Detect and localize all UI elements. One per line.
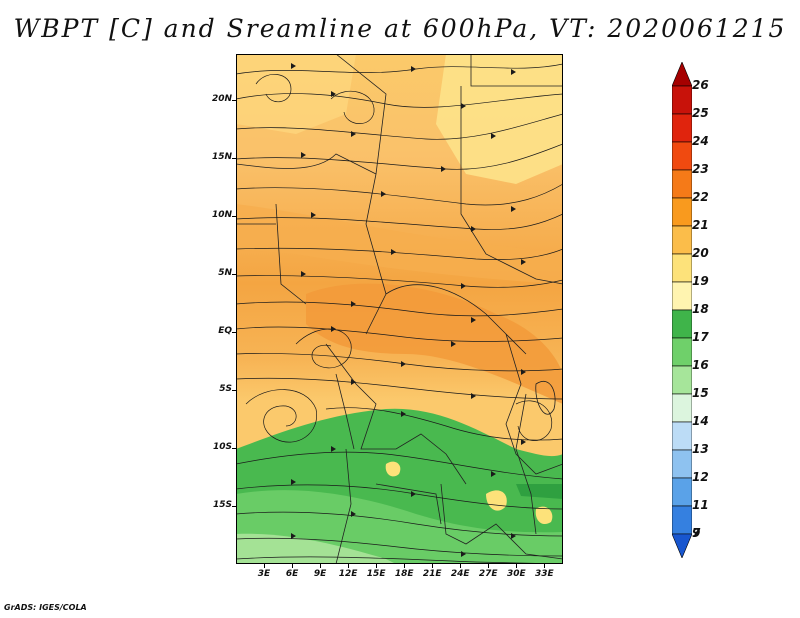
colorbar [672,62,692,558]
lat-tick-mark [232,216,236,217]
colorbar-swatch [672,393,692,423]
colorbar-swatch [672,225,692,255]
colorbar-swatch [672,113,692,143]
colorbar-swatch [672,309,692,339]
lat-tick-label: 5S [219,384,232,395]
colorbar-label: 18 [692,302,709,316]
lon-tick-mark [292,564,293,568]
colorbar-label: 9 [692,526,701,540]
colorbar-label: 16 [692,358,709,372]
colorbar-label: 12 [692,470,709,484]
lon-tick-mark [348,564,349,568]
lat-tick-label: 15N [211,152,232,163]
lon-tick-label: 9E [313,569,327,579]
colorbar-swatch [672,449,692,479]
wbpt-21-core [306,283,563,404]
wbpt-20-band [236,204,563,284]
lon-tick-label: 21E [422,569,442,579]
lon-tick-mark [544,564,545,568]
lon-tick-mark [460,564,461,568]
lat-tick-mark [232,390,236,391]
colorbar-swatch [672,197,692,227]
wbpt-17-patch-east [516,484,563,499]
lon-tick-mark [320,564,321,568]
lat-tick-mark [232,506,236,507]
lat-tick-label: EQ [218,326,232,337]
colorbar-label: 23 [692,162,709,176]
lon-tick-mark [376,564,377,568]
colorbar-label: 14 [692,414,709,428]
lon-tick-mark [516,564,517,568]
colorbar-swatch [672,421,692,451]
map-panel [236,54,563,564]
lat-tick-mark [232,448,236,449]
credit-label: GrADS: IGES/COLA [4,603,87,612]
colorbar-swatch [672,477,692,507]
lon-tick-label: 24E [450,569,470,579]
map-canvas [236,54,563,564]
colorbar-label: 17 [692,330,709,344]
colorbar-label: 20 [692,246,709,260]
colorbar-swatch [672,141,692,171]
lon-tick-mark [264,564,265,568]
lat-tick-mark [232,332,236,333]
colorbar-top-arrow [672,62,692,87]
colorbar-label: 21 [692,218,709,232]
lon-tick-label: 18E [394,569,414,579]
wbpt-15-zone [236,533,396,564]
lat-tick-mark [232,158,236,159]
colorbar-swatch [672,85,692,115]
lat-tick-label: 15S [212,500,232,511]
lon-tick-mark [404,564,405,568]
colorbar-swatch [672,169,692,199]
colorbar-label: 19 [692,274,709,288]
lat-tick-label: 20N [211,94,232,105]
colorbar-bottom-arrow [672,533,692,558]
colorbar-swatch [672,253,692,283]
lat-tick-label: 10S [212,442,232,453]
lon-tick-label: 33E [534,569,554,579]
streamline-arrows [291,63,526,557]
lon-tick-mark [432,564,433,568]
lat-tick-mark [232,100,236,101]
colorbar-swatch [672,365,692,395]
lon-tick-label: 15E [366,569,386,579]
colorbar-label: 25 [692,106,709,120]
colorbar-label: 7 [692,526,701,540]
lat-tick-label: 10N [211,210,232,221]
colorbar-label: 26 [692,78,709,92]
wbpt-19-zone-northwest [236,54,356,134]
colorbar-label: 11 [692,498,709,512]
lat-tick-mark [232,274,236,275]
colorbar-label: 22 [692,190,709,204]
lon-tick-label: 12E [338,569,358,579]
wbpt-patch [535,506,553,525]
wbpt-patch [385,461,401,477]
lon-tick-label: 30E [506,569,526,579]
lon-tick-label: 3E [257,569,271,579]
map-title: WBPT [C] and Sreamline at 600hPa, VT: 20… [13,14,787,43]
lon-tick-mark [488,564,489,568]
lon-tick-label: 27E [478,569,498,579]
lat-tick-label: 5N [218,268,232,279]
colorbar-label: 24 [692,134,709,148]
colorbar-swatch [672,281,692,311]
colorbar-swatch [672,505,692,535]
map-frame [236,54,563,564]
colorbar-label: 15 [692,386,709,400]
colorbar-swatch [672,337,692,367]
lon-tick-label: 6E [285,569,299,579]
wbpt-19-zone-north [436,54,563,184]
colorbar-label: 13 [692,442,709,456]
